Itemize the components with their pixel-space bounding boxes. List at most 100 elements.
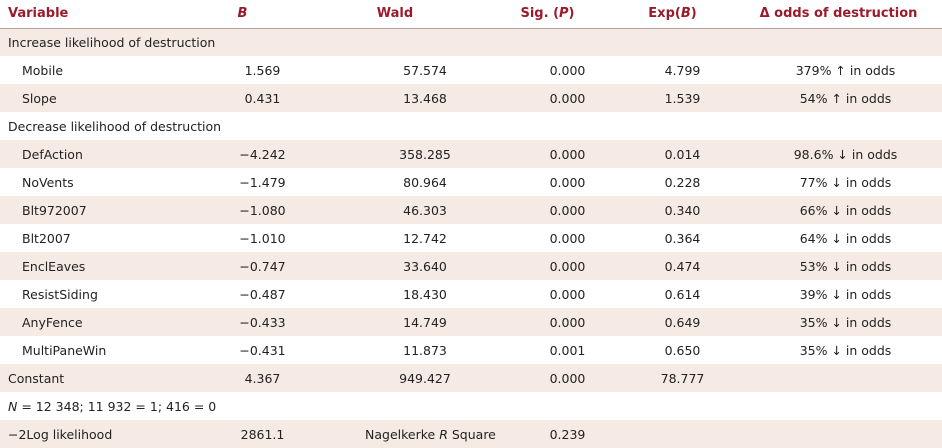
table-row: AnyFence −0.433 14.749 0.000 0.649 35% ↓…	[0, 308, 942, 336]
cell-b: 1.569	[244, 62, 281, 78]
header-exp-b: B	[680, 6, 691, 22]
cell-variable: EnclEaves	[22, 258, 86, 274]
cell-wald: 57.574	[403, 62, 447, 78]
nagelkerke-prefix: Nagelkerke	[365, 426, 440, 442]
cell-wald: 358.285	[399, 146, 451, 162]
sample-size-row: N = 12 348; 11 932 = 1; 416 = 0	[0, 392, 942, 420]
section-label-decrease: Decrease likelihood of destruction	[8, 118, 222, 134]
empty-cell	[610, 420, 735, 448]
header-b: B	[180, 0, 305, 28]
cell-variable: Constant	[8, 370, 65, 386]
cell-variable: AnyFence	[22, 314, 83, 330]
cell-b: −0.431	[239, 342, 286, 358]
table-row: DefAction −4.242 358.285 0.000 0.014 98.…	[0, 140, 942, 168]
cell-sig: 0.000	[549, 146, 586, 162]
header-sig: Sig. (P)	[485, 0, 610, 28]
cell-variable: DefAction	[22, 146, 83, 162]
likelihood-value: 2861.1	[240, 426, 285, 442]
table-row: EnclEaves −0.747 33.640 0.000 0.474 53% …	[0, 252, 942, 280]
cell-odds: 35% ↓ in odds	[799, 342, 892, 358]
cell-variable: ResistSiding	[22, 286, 98, 302]
cell-odds: 77% ↓ in odds	[799, 174, 892, 190]
cell-wald: 80.964	[403, 174, 447, 190]
sample-size-note: N = 12 348; 11 932 = 1; 416 = 0	[0, 392, 942, 420]
cell-b: −4.242	[239, 146, 286, 162]
table-row: ResistSiding −0.487 18.430 0.000 0.614 3…	[0, 280, 942, 308]
cell-wald: 33.640	[403, 258, 447, 274]
cell-variable: NoVents	[22, 174, 74, 190]
cell-sig: 0.001	[549, 342, 586, 358]
cell-odds: 379% ↑ in odds	[795, 62, 896, 78]
cell-sig: 0.000	[549, 258, 586, 274]
cell-exp: 0.649	[664, 314, 701, 330]
cell-exp: 0.650	[664, 342, 701, 358]
cell-exp: 0.340	[664, 202, 701, 218]
cell-exp: 0.364	[664, 230, 701, 246]
nagelkerke-r: R	[439, 426, 448, 442]
table-row: MultiPaneWin −0.431 11.873 0.001 0.650 3…	[0, 336, 942, 364]
cell-odds: 98.6% ↓ in odds	[793, 146, 898, 162]
cell-variable: Slope	[22, 90, 57, 106]
header-exp: Exp(B)	[610, 0, 735, 28]
cell-wald: 11.873	[403, 342, 447, 358]
section-label-increase: Increase likelihood of destruction	[8, 34, 216, 50]
table-row: NoVents −1.479 80.964 0.000 0.228 77% ↓ …	[0, 168, 942, 196]
cell-odds: 54% ↑ in odds	[799, 90, 892, 106]
cell-sig: 0.000	[549, 62, 586, 78]
cell-b: −0.747	[239, 258, 286, 274]
table-row: Blt972007 −1.080 46.303 0.000 0.340 66% …	[0, 196, 942, 224]
cell-odds: 66% ↓ in odds	[799, 202, 892, 218]
header-sig-prefix: Sig. (	[520, 6, 560, 22]
cell-sig: 0.000	[549, 314, 586, 330]
cell-exp: 4.799	[664, 62, 701, 78]
cell-variable: Mobile	[22, 62, 64, 78]
cell-odds: 64% ↓ in odds	[799, 230, 892, 246]
cell-variable: Blt972007	[22, 202, 87, 218]
table-row: Slope 0.431 13.468 0.000 1.539 54% ↑ in …	[0, 84, 942, 112]
cell-odds: 35% ↓ in odds	[799, 314, 892, 330]
cell-b: −0.487	[239, 286, 286, 302]
cell-sig: 0.000	[549, 174, 586, 190]
nagelkerke-label: Nagelkerke R Square	[305, 420, 496, 448]
likelihood-row: −2Log likelihood 2861.1 Nagelkerke R Squ…	[0, 420, 942, 448]
cell-wald: 12.742	[403, 230, 447, 246]
constant-row: Constant 4.367 949.427 0.000 78.777	[0, 364, 942, 392]
header-sig-p: P	[559, 6, 569, 22]
cell-b: 0.431	[244, 90, 281, 106]
cell-b: −1.080	[239, 202, 286, 218]
header-wald: Wald	[376, 6, 414, 22]
cell-wald: 14.749	[403, 314, 447, 330]
cell-variable: Blt2007	[22, 230, 71, 246]
table-row: Blt2007 −1.010 12.742 0.000 0.364 64% ↓ …	[0, 224, 942, 252]
cell-sig: 0.000	[549, 90, 586, 106]
cell-exp: 0.014	[664, 146, 701, 162]
cell-exp: 78.777	[660, 370, 705, 386]
header-variable: Variable	[8, 6, 69, 22]
cell-b: −1.479	[239, 174, 286, 190]
header-exp-suffix: )	[690, 6, 697, 22]
cell-b: 4.367	[244, 370, 281, 386]
header-exp-prefix: Exp(	[648, 6, 681, 22]
cell-wald: 13.468	[403, 90, 447, 106]
cell-sig: 0.000	[549, 370, 586, 386]
cell-odds: 39% ↓ in odds	[799, 286, 892, 302]
cell-exp: 1.539	[664, 90, 701, 106]
cell-wald: 18.430	[403, 286, 447, 302]
empty-cell	[735, 420, 942, 448]
section-row-decrease: Decrease likelihood of destruction	[0, 112, 942, 140]
cell-variable: MultiPaneWin	[22, 342, 107, 358]
likelihood-label: −2Log likelihood	[8, 426, 113, 442]
cell-exp: 0.474	[664, 258, 701, 274]
cell-b: −0.433	[239, 314, 286, 330]
cell-sig: 0.000	[549, 230, 586, 246]
cell-sig: 0.000	[549, 202, 586, 218]
nagelkerke-suffix: Square	[447, 426, 496, 442]
cell-b: −1.010	[239, 230, 286, 246]
header-b-italic: B	[237, 6, 248, 22]
cell-exp: 0.228	[664, 174, 701, 190]
cell-odds: 53% ↓ in odds	[799, 258, 892, 274]
section-row-increase: Increase likelihood of destruction	[0, 28, 942, 56]
cell-odds	[735, 364, 942, 392]
cell-sig: 0.000	[549, 286, 586, 302]
